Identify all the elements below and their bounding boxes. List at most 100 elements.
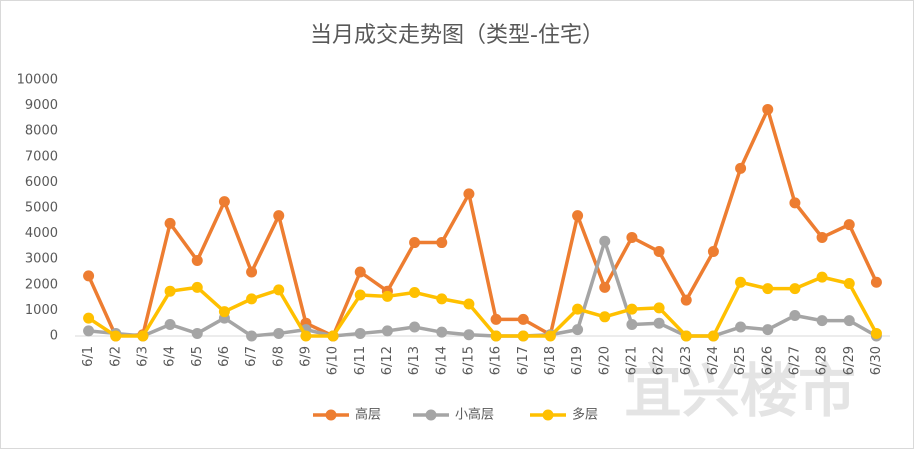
point: [246, 293, 258, 305]
y-tick-label: 0: [50, 329, 58, 344]
point: [626, 303, 638, 315]
point: [626, 231, 638, 243]
point: [273, 327, 285, 339]
point: [653, 302, 665, 314]
y-tick-label: 9000: [25, 98, 58, 113]
point: [191, 327, 203, 339]
point: [572, 303, 584, 315]
point: [83, 270, 95, 282]
x-tick-label: 6/26: [760, 346, 775, 375]
point: [381, 290, 393, 302]
point: [436, 237, 448, 249]
point: [273, 284, 285, 296]
point: [599, 235, 611, 247]
x-tick-label: 6/16: [489, 346, 504, 375]
point: [735, 321, 747, 333]
point: [354, 266, 366, 278]
x-tick-label: 6/28: [815, 346, 830, 375]
point: [246, 266, 258, 278]
x-tick-label: 6/30: [869, 346, 884, 375]
point: [572, 210, 584, 222]
x-tick-label: 6/4: [163, 346, 178, 367]
point: [300, 330, 312, 342]
point: [354, 289, 366, 301]
legend-marker: [425, 409, 437, 421]
y-tick-label: 10000: [17, 73, 58, 88]
legend-label: 高层: [355, 407, 381, 423]
point: [843, 278, 855, 290]
point: [83, 325, 95, 337]
point: [218, 196, 230, 208]
point: [436, 326, 448, 338]
point: [409, 321, 421, 333]
legend-label: 多层: [572, 407, 598, 423]
x-tick-label: 6/5: [190, 346, 205, 367]
y-tick-label: 7000: [25, 149, 58, 164]
legend-marker: [325, 409, 337, 421]
point: [490, 313, 502, 325]
point: [463, 329, 475, 341]
x-tick-label: 6/12: [380, 346, 395, 375]
point: [789, 197, 801, 209]
point: [436, 293, 448, 305]
point: [191, 281, 203, 293]
point: [137, 330, 149, 342]
point: [735, 162, 747, 174]
point: [789, 310, 801, 322]
point: [110, 330, 122, 342]
x-tick-label: 6/21: [624, 346, 639, 375]
point: [191, 254, 203, 266]
point: [762, 103, 774, 115]
x-tick-label: 6/24: [706, 346, 721, 375]
x-tick-label: 6/9: [298, 346, 313, 367]
y-tick-label: 3000: [25, 252, 58, 267]
point: [599, 281, 611, 293]
x-tick-label: 6/2: [108, 346, 123, 367]
point: [490, 330, 502, 342]
point: [517, 313, 529, 325]
point: [816, 271, 828, 283]
point: [463, 298, 475, 310]
point: [218, 306, 230, 318]
x-tick-label: 6/1: [81, 346, 96, 367]
y-tick-label: 6000: [25, 175, 58, 190]
point: [653, 317, 665, 329]
legend-marker: [542, 409, 554, 421]
x-tick-label: 6/19: [570, 346, 585, 375]
point: [164, 318, 176, 330]
x-tick-label: 6/7: [244, 346, 259, 367]
point: [707, 246, 719, 258]
point: [843, 315, 855, 327]
x-tick-label: 6/20: [597, 346, 612, 375]
point: [83, 312, 95, 324]
x-tick-label: 6/15: [461, 346, 476, 375]
point: [870, 327, 882, 339]
y-tick-label: 1000: [25, 303, 58, 318]
point: [870, 276, 882, 288]
y-tick-label: 2000: [25, 277, 58, 292]
point: [164, 217, 176, 229]
point: [572, 324, 584, 336]
point: [762, 324, 774, 336]
point: [273, 210, 285, 222]
x-tick-label: 6/6: [217, 346, 232, 367]
point: [626, 318, 638, 330]
x-tick-label: 6/13: [407, 346, 422, 375]
x-tick-label: 6/3: [135, 346, 150, 367]
x-tick-label: 6/22: [652, 346, 667, 375]
x-tick-label: 6/23: [679, 346, 694, 375]
point: [816, 315, 828, 327]
point: [680, 294, 692, 306]
point: [789, 283, 801, 295]
series-line: [86, 107, 878, 338]
point: [246, 330, 258, 342]
x-tick-label: 6/17: [516, 346, 531, 375]
x-tick-label: 6/8: [271, 346, 286, 367]
point: [354, 327, 366, 339]
point: [680, 330, 692, 342]
point: [843, 219, 855, 231]
point: [707, 330, 719, 342]
x-tick-label: 6/10: [326, 346, 341, 375]
